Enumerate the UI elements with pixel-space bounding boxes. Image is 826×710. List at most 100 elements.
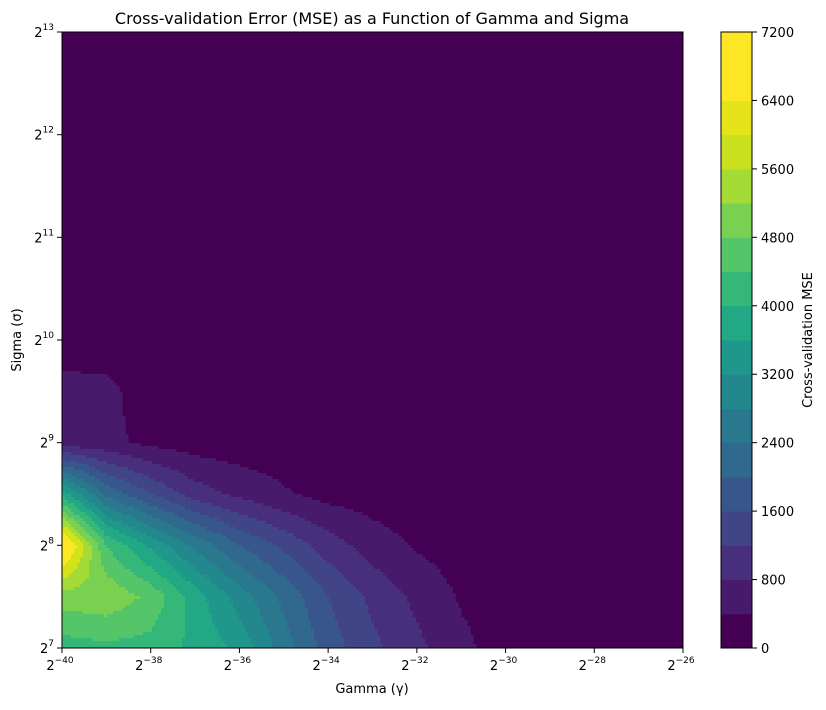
contour-cell [62,617,159,621]
contour-cell [161,530,186,534]
y-axis: 27 28 29 210 211 212 213 [34,23,62,657]
x-axis: 2−40 2−38 2−36 2−34 2−32 2−30 2−28 2−26 [46,648,695,674]
contour-cell [101,479,126,483]
contour-cell [83,548,93,552]
contour-cell [323,527,390,531]
contour-cell [209,578,234,582]
contour-cell [272,524,318,528]
contour-cell [176,551,198,555]
contour-cell [80,446,159,450]
contour-cell [77,566,90,570]
contour-cell [230,509,282,513]
contour-cell [89,500,102,504]
contour-cell [104,539,117,543]
contour-cell [158,506,186,510]
contour-cell [65,497,75,501]
contour-cell [149,503,180,507]
contour-cell [281,509,354,513]
contour-cell [62,638,93,642]
contour-cell [311,575,345,579]
contour-cell [293,641,318,645]
contour-cell [71,572,90,576]
contour-cell [371,614,414,618]
contour-cell [164,509,192,513]
contour-cell [62,449,105,453]
contour-cell [242,545,279,549]
contour-cell [314,629,342,633]
contour-cell [239,584,267,588]
contour-cell [419,623,468,627]
contour-cell [323,557,366,561]
colorbar-band [721,305,752,341]
contour-cell [170,545,192,549]
y-tick-label: 212 [34,126,54,144]
contour-cell [62,473,72,477]
colorbar-label: Cross-validation MSE [801,272,816,408]
contour-cell [284,617,309,621]
contour-cell [62,479,69,483]
contour-cell [305,605,333,609]
contour-cell [254,644,273,648]
contour-cell [62,521,69,525]
contour-cell [305,569,339,573]
contour-cell [62,443,141,447]
contour-cell [92,551,102,555]
contour-cell [161,575,183,579]
contour-cell [80,500,90,504]
contour-cell [368,560,429,564]
contour-cell [107,575,138,579]
contour-cell [215,623,243,627]
contour-cell [218,566,243,570]
contour-cell [152,566,174,570]
contour-cell [314,548,357,552]
contour-cell [293,584,321,588]
contour-cell [263,620,288,624]
contour-cell [212,503,264,507]
contour-cell [119,530,141,534]
contour-cell [128,494,156,498]
contour-cell [143,458,216,462]
contour-cell [98,488,117,492]
contour-cell [74,542,84,546]
contour-cell [77,491,90,495]
contour-cell [98,458,144,462]
contour-cell [140,530,162,534]
contour-cell [80,557,93,561]
contour-cell [146,512,174,516]
contour-cell [308,617,336,621]
contour-cell [89,542,99,546]
contour-cell [83,542,90,546]
contour-cell [269,629,291,633]
contour-cell [110,485,138,489]
contour-cell [155,479,195,483]
contour-cell [62,566,78,570]
contour-cell [341,572,384,576]
contour-cell [62,395,123,399]
contour-cell [239,512,291,516]
contour-cell [152,536,174,540]
contour-cell [260,614,285,618]
contour-cell [296,560,327,564]
contour-cell [62,596,141,600]
contour-cell [329,596,366,600]
contour-cell [173,524,201,528]
colorbar-tick-label: 7200 [761,26,794,41]
x-tick-label: 2−40 [46,656,74,674]
contour-cell [113,554,138,558]
contour-cell [62,485,69,489]
contour-cell [62,434,129,438]
contour-cell [62,377,111,381]
contour-cell [134,572,159,576]
contour-cell [89,572,108,576]
contour-cell [224,521,267,525]
contour-cell [143,488,174,492]
contour-cell [266,539,303,543]
contour-cell [278,599,306,603]
contour-cell [338,626,375,630]
contour-cell [266,584,294,588]
contour-cell [77,545,84,549]
contour-cell [305,602,333,606]
contour-cell [62,629,153,633]
contour-cell [242,497,312,501]
contour-cell [182,644,228,648]
